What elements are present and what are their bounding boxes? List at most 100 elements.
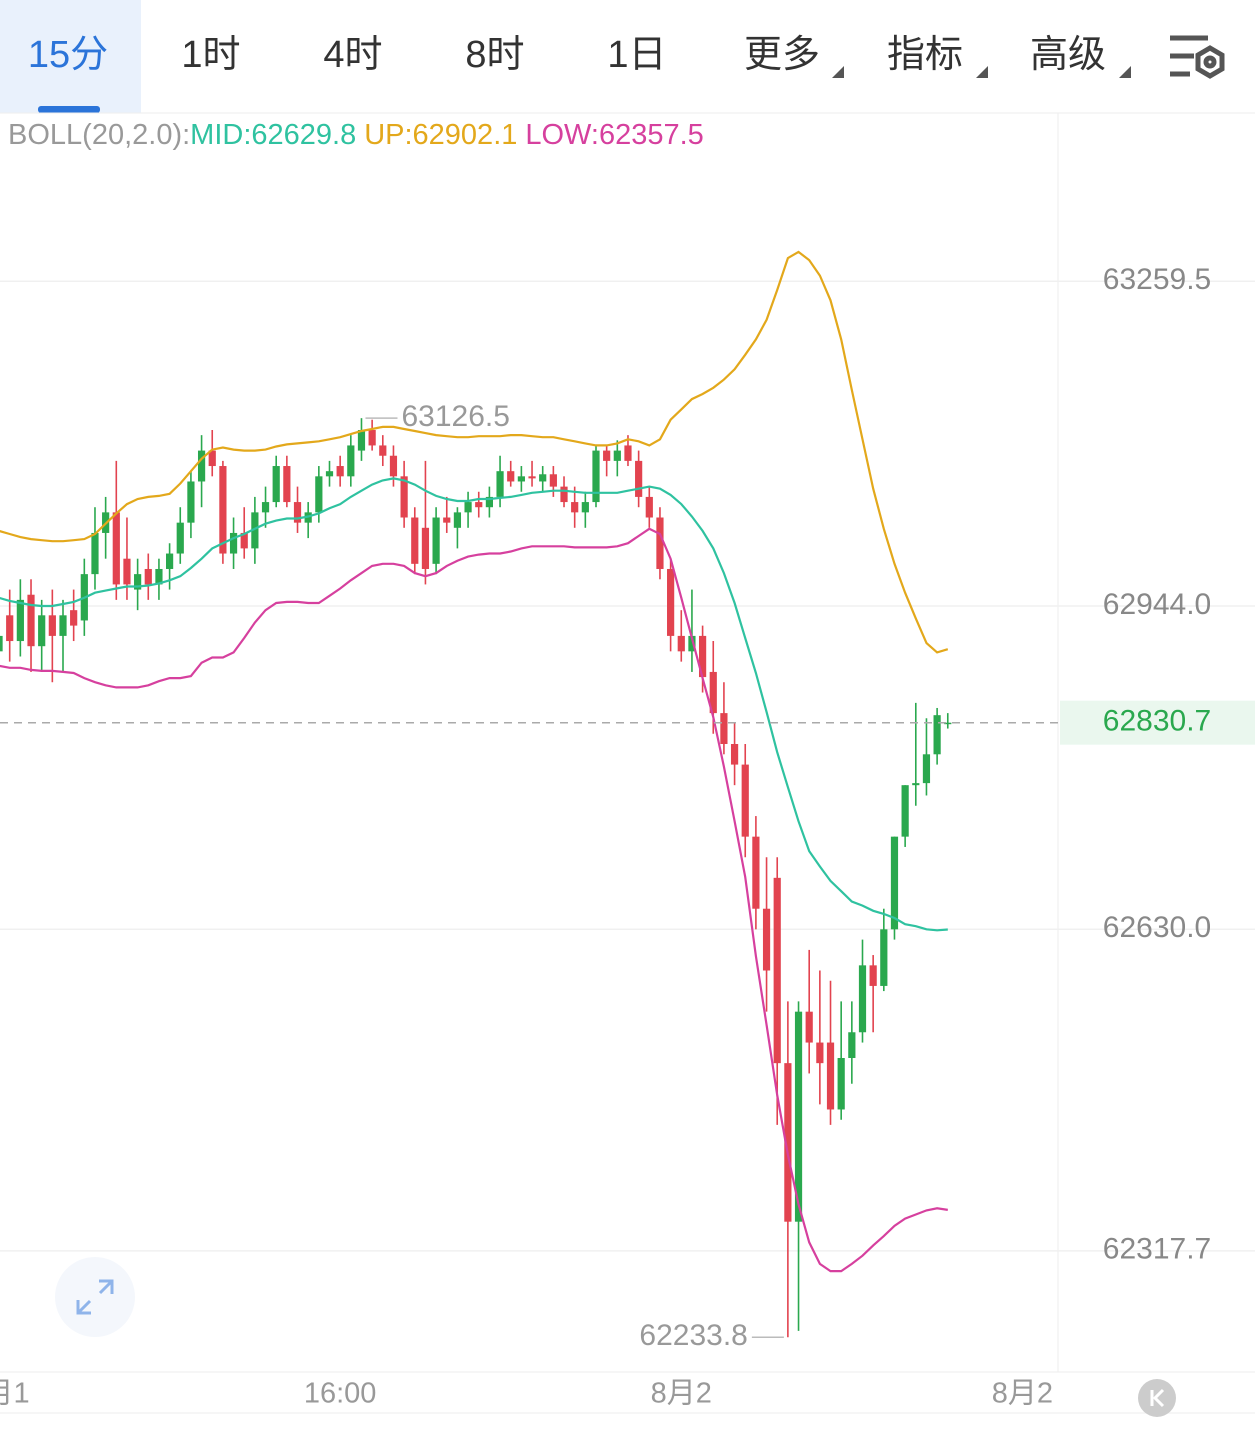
candle-body xyxy=(890,836,899,930)
candle-body xyxy=(272,466,280,503)
y-tick-label: 62317.7 xyxy=(1103,1233,1211,1266)
scroll-icon xyxy=(1150,1388,1165,1408)
candle-body xyxy=(229,532,238,554)
candle-body xyxy=(560,486,568,503)
indicator-line xyxy=(0,250,949,654)
candle-body xyxy=(347,445,355,477)
candle-body xyxy=(453,512,462,528)
candle-body xyxy=(624,445,632,461)
candle-body xyxy=(720,713,728,744)
candle-body xyxy=(698,635,707,678)
candle-body xyxy=(240,532,248,549)
tab[interactable]: 15分 xyxy=(28,34,108,76)
candle-body xyxy=(645,496,653,518)
candle-body xyxy=(944,722,952,725)
candle-body xyxy=(208,450,216,467)
last-price-tag xyxy=(1060,700,1255,745)
dropdown-arrow xyxy=(832,66,844,78)
x-tick-label: 8月2 xyxy=(651,1378,712,1410)
candle-body xyxy=(635,460,643,497)
indicator-legend: BOLL(20,2.0):MID:62629.8 UP:62902.1 LOW:62… xyxy=(8,119,704,151)
tab[interactable]: 1日 xyxy=(607,34,666,76)
candle-body xyxy=(507,471,515,482)
candle-body xyxy=(187,481,195,523)
candle-body xyxy=(528,476,536,479)
indicator-line xyxy=(0,477,948,932)
candle-body xyxy=(176,522,184,554)
candle-body xyxy=(922,754,931,784)
candle-body xyxy=(581,502,589,513)
candle-body xyxy=(293,502,302,523)
candle-body xyxy=(59,615,67,636)
candle-body xyxy=(112,512,120,585)
candle-body xyxy=(0,635,3,652)
tab[interactable]: 更多 xyxy=(744,34,820,76)
candle-body xyxy=(571,502,579,513)
candle-body xyxy=(592,450,600,503)
candle-body xyxy=(421,527,430,569)
candle-body xyxy=(741,764,749,837)
candle-body xyxy=(144,568,152,585)
tab[interactable]: 4时 xyxy=(323,34,382,76)
candle-body xyxy=(880,929,888,986)
candle-body xyxy=(219,466,227,554)
candle-body xyxy=(539,474,547,482)
candle-body xyxy=(155,568,163,585)
dropdown-arrow xyxy=(976,66,988,78)
candle-body xyxy=(603,450,611,461)
min-label: 62233.8 xyxy=(639,1319,747,1352)
candle-body xyxy=(464,502,472,513)
x-tick-label: 8月1 xyxy=(0,1378,30,1410)
max-label: 63126.5 xyxy=(401,400,509,433)
candle-body xyxy=(709,671,717,714)
candle-body xyxy=(475,502,483,508)
candle-body xyxy=(315,476,323,513)
candle-body xyxy=(613,450,621,461)
candle-body xyxy=(730,744,739,765)
active-tab-bg xyxy=(0,0,141,113)
candle-body xyxy=(38,615,46,647)
candle-body xyxy=(805,1011,813,1043)
candle-body xyxy=(826,1042,835,1110)
candle-body xyxy=(27,594,35,647)
candle-body xyxy=(848,1032,856,1058)
candle-body xyxy=(251,512,259,549)
candle-body xyxy=(784,1063,792,1222)
tab[interactable]: 1时 xyxy=(181,34,240,76)
candle-body xyxy=(773,877,781,1064)
candle-body xyxy=(261,502,270,513)
candle-body xyxy=(325,471,334,477)
tab[interactable]: 指标 xyxy=(887,34,963,76)
candle-body xyxy=(869,965,877,986)
candle-body xyxy=(677,635,685,652)
indicator-line xyxy=(0,527,948,1273)
candle-body xyxy=(165,553,174,569)
candle-body xyxy=(411,517,419,564)
y-tick-label: 63259.5 xyxy=(1103,263,1211,296)
tab[interactable]: 8时 xyxy=(465,34,524,76)
candle-body xyxy=(933,715,941,755)
settings-icon[interactable] xyxy=(1170,35,1225,79)
candle-body xyxy=(517,476,525,482)
candle-body xyxy=(485,496,493,508)
legend-entry: LOW:62357.5 xyxy=(525,119,703,151)
candle-body xyxy=(368,430,376,446)
candle-body xyxy=(858,965,867,1033)
candle-body xyxy=(357,430,366,451)
candle-body xyxy=(549,474,557,487)
candle-body xyxy=(901,785,909,837)
candle-body xyxy=(837,1058,845,1110)
candle-body xyxy=(794,1011,803,1222)
y-tick-label: 62944.0 xyxy=(1103,588,1211,621)
candle-body xyxy=(197,450,206,482)
y-tick-label: 62630.0 xyxy=(1103,911,1211,944)
candle-body xyxy=(496,471,504,497)
candle-body xyxy=(379,445,387,456)
tab[interactable]: 高级 xyxy=(1030,34,1106,76)
expand-button[interactable] xyxy=(55,1257,135,1337)
candle-body xyxy=(816,1042,824,1064)
candle-body xyxy=(70,610,78,626)
candle-body xyxy=(667,568,675,636)
candle-body xyxy=(656,517,664,569)
